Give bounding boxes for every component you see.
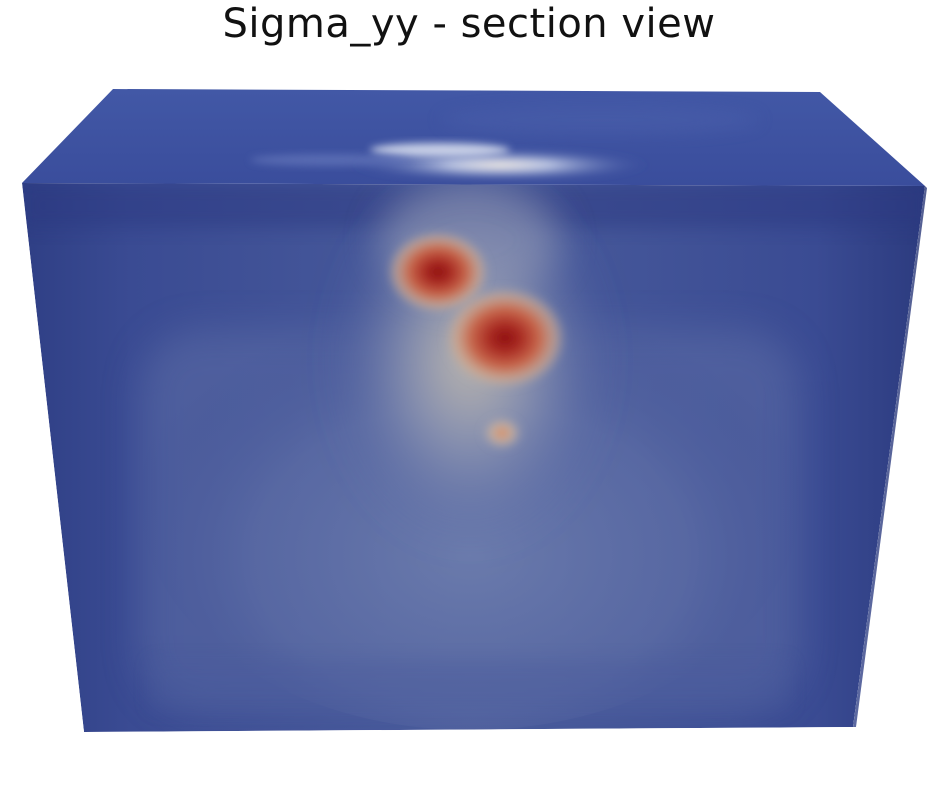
plot-title: Sigma_yy - section view (222, 1, 716, 47)
box-right-edge (853, 186, 927, 727)
stress-concentration-upper (386, 230, 490, 314)
box-top-face (22, 89, 925, 186)
stress-concentration-lower (443, 286, 567, 390)
stress-concentration-small (480, 415, 524, 451)
box-front-face (22, 183, 925, 732)
